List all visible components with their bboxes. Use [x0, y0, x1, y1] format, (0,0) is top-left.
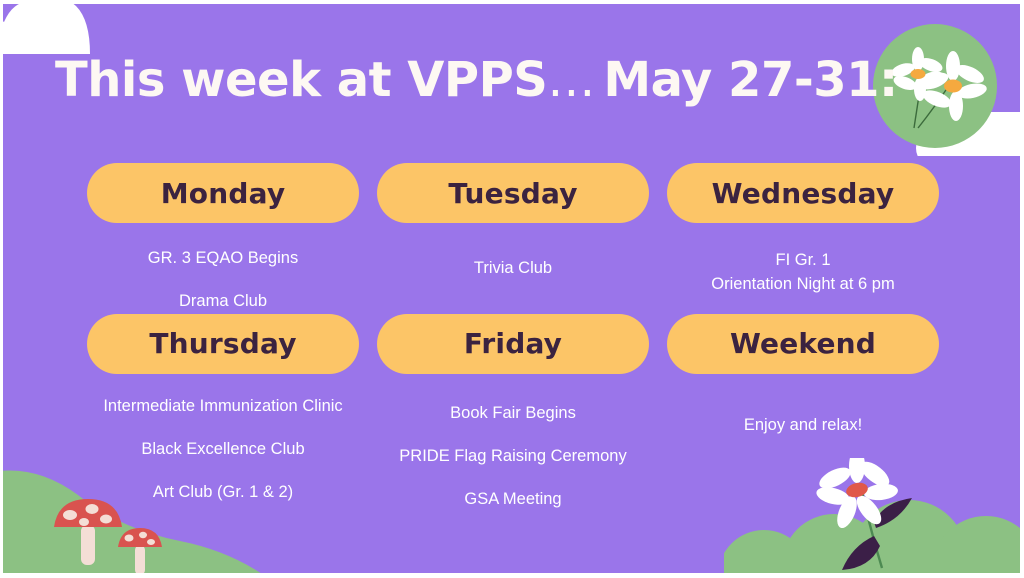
title-ellipsis: …	[547, 52, 598, 108]
week-grid: Monday GR. 3 EQAO Begins Drama Club Tues…	[0, 163, 1024, 512]
event-list-tuesday: Trivia Club	[368, 257, 658, 281]
list-item: Drama Club	[178, 291, 268, 310]
day-label-friday[interactable]: Friday	[377, 313, 649, 374]
list-item: Enjoy and relax!	[743, 415, 863, 434]
day-card-monday: Monday GR. 3 EQAO Begins Drama Club	[78, 163, 368, 314]
day-label-tuesday[interactable]: Tuesday	[377, 163, 649, 223]
event-list-weekend: Enjoy and relax!	[658, 414, 948, 438]
day-card-friday: Friday Book Fair Begins PRIDE Flag Raisi…	[368, 313, 658, 512]
event-list-monday: GR. 3 EQAO Begins Drama Club	[78, 247, 368, 314]
day-label-monday[interactable]: Monday	[87, 163, 359, 223]
page-title: This week at VPPS… May 27-31:	[55, 52, 898, 108]
event-list-thursday: Intermediate Immunization Clinic Black E…	[78, 395, 368, 505]
list-item: GR. 3 EQAO Begins	[147, 249, 299, 267]
day-card-tuesday: Tuesday Trivia Club	[368, 163, 658, 314]
slide-border-top	[0, 0, 1024, 4]
list-item: GSA Meeting	[464, 489, 562, 508]
day-card-thursday: Thursday Intermediate Immunization Clini…	[78, 313, 368, 512]
list-item: FI Gr. 1 Orientation Night at 6 pm	[711, 251, 895, 293]
day-label-wednesday[interactable]: Wednesday	[667, 163, 939, 223]
title-date-range: May 27-31:	[603, 52, 898, 108]
title-main-text: This week at VPPS	[55, 52, 548, 108]
day-card-weekend: Weekend Enjoy and relax!	[658, 313, 948, 512]
list-item: Black Excellence Club	[141, 439, 305, 458]
day-label-thursday[interactable]: Thursday	[87, 313, 359, 374]
list-item: Trivia Club	[473, 259, 553, 277]
day-label-weekend[interactable]: Weekend	[667, 313, 939, 374]
event-list-wednesday: FI Gr. 1 Orientation Night at 6 pm	[658, 249, 948, 297]
list-item: PRIDE Flag Raising Ceremony	[399, 446, 627, 465]
list-item: Intermediate Immunization Clinic	[103, 396, 343, 415]
event-list-friday: Book Fair Begins PRIDE Flag Raising Cere…	[368, 402, 658, 512]
cloud-icon-top-left	[0, 0, 216, 54]
list-item: Book Fair Begins	[450, 403, 576, 422]
day-card-wednesday: Wednesday FI Gr. 1 Orientation Night at …	[658, 163, 948, 314]
list-item: Art Club (Gr. 1 & 2)	[152, 482, 294, 501]
cloud-icon-right	[874, 112, 1024, 168]
slide-border-bottom	[0, 573, 1024, 578]
